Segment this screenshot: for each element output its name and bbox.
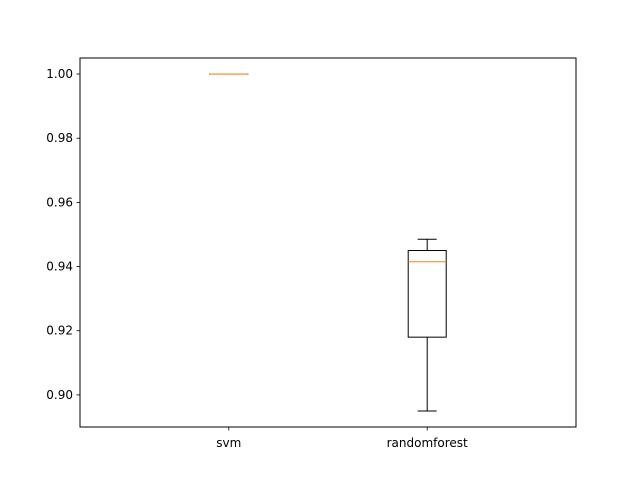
y-tick-label: 0.94 [46,260,73,274]
y-tick-label: 1.00 [46,67,73,81]
y-axis: 0.90 0.92 0.94 0.96 0.98 1.00 [46,67,80,402]
plot-background [80,58,576,427]
y-tick-label: 0.96 [46,195,73,209]
x-tick-label: svm [216,436,241,450]
y-tick-label: 0.92 [46,324,73,338]
x-tick-label: randomforest [387,436,468,450]
y-tick-label: 0.90 [46,388,73,402]
y-tick-label: 0.98 [46,131,73,145]
x-axis: svm randomforest [216,427,468,450]
